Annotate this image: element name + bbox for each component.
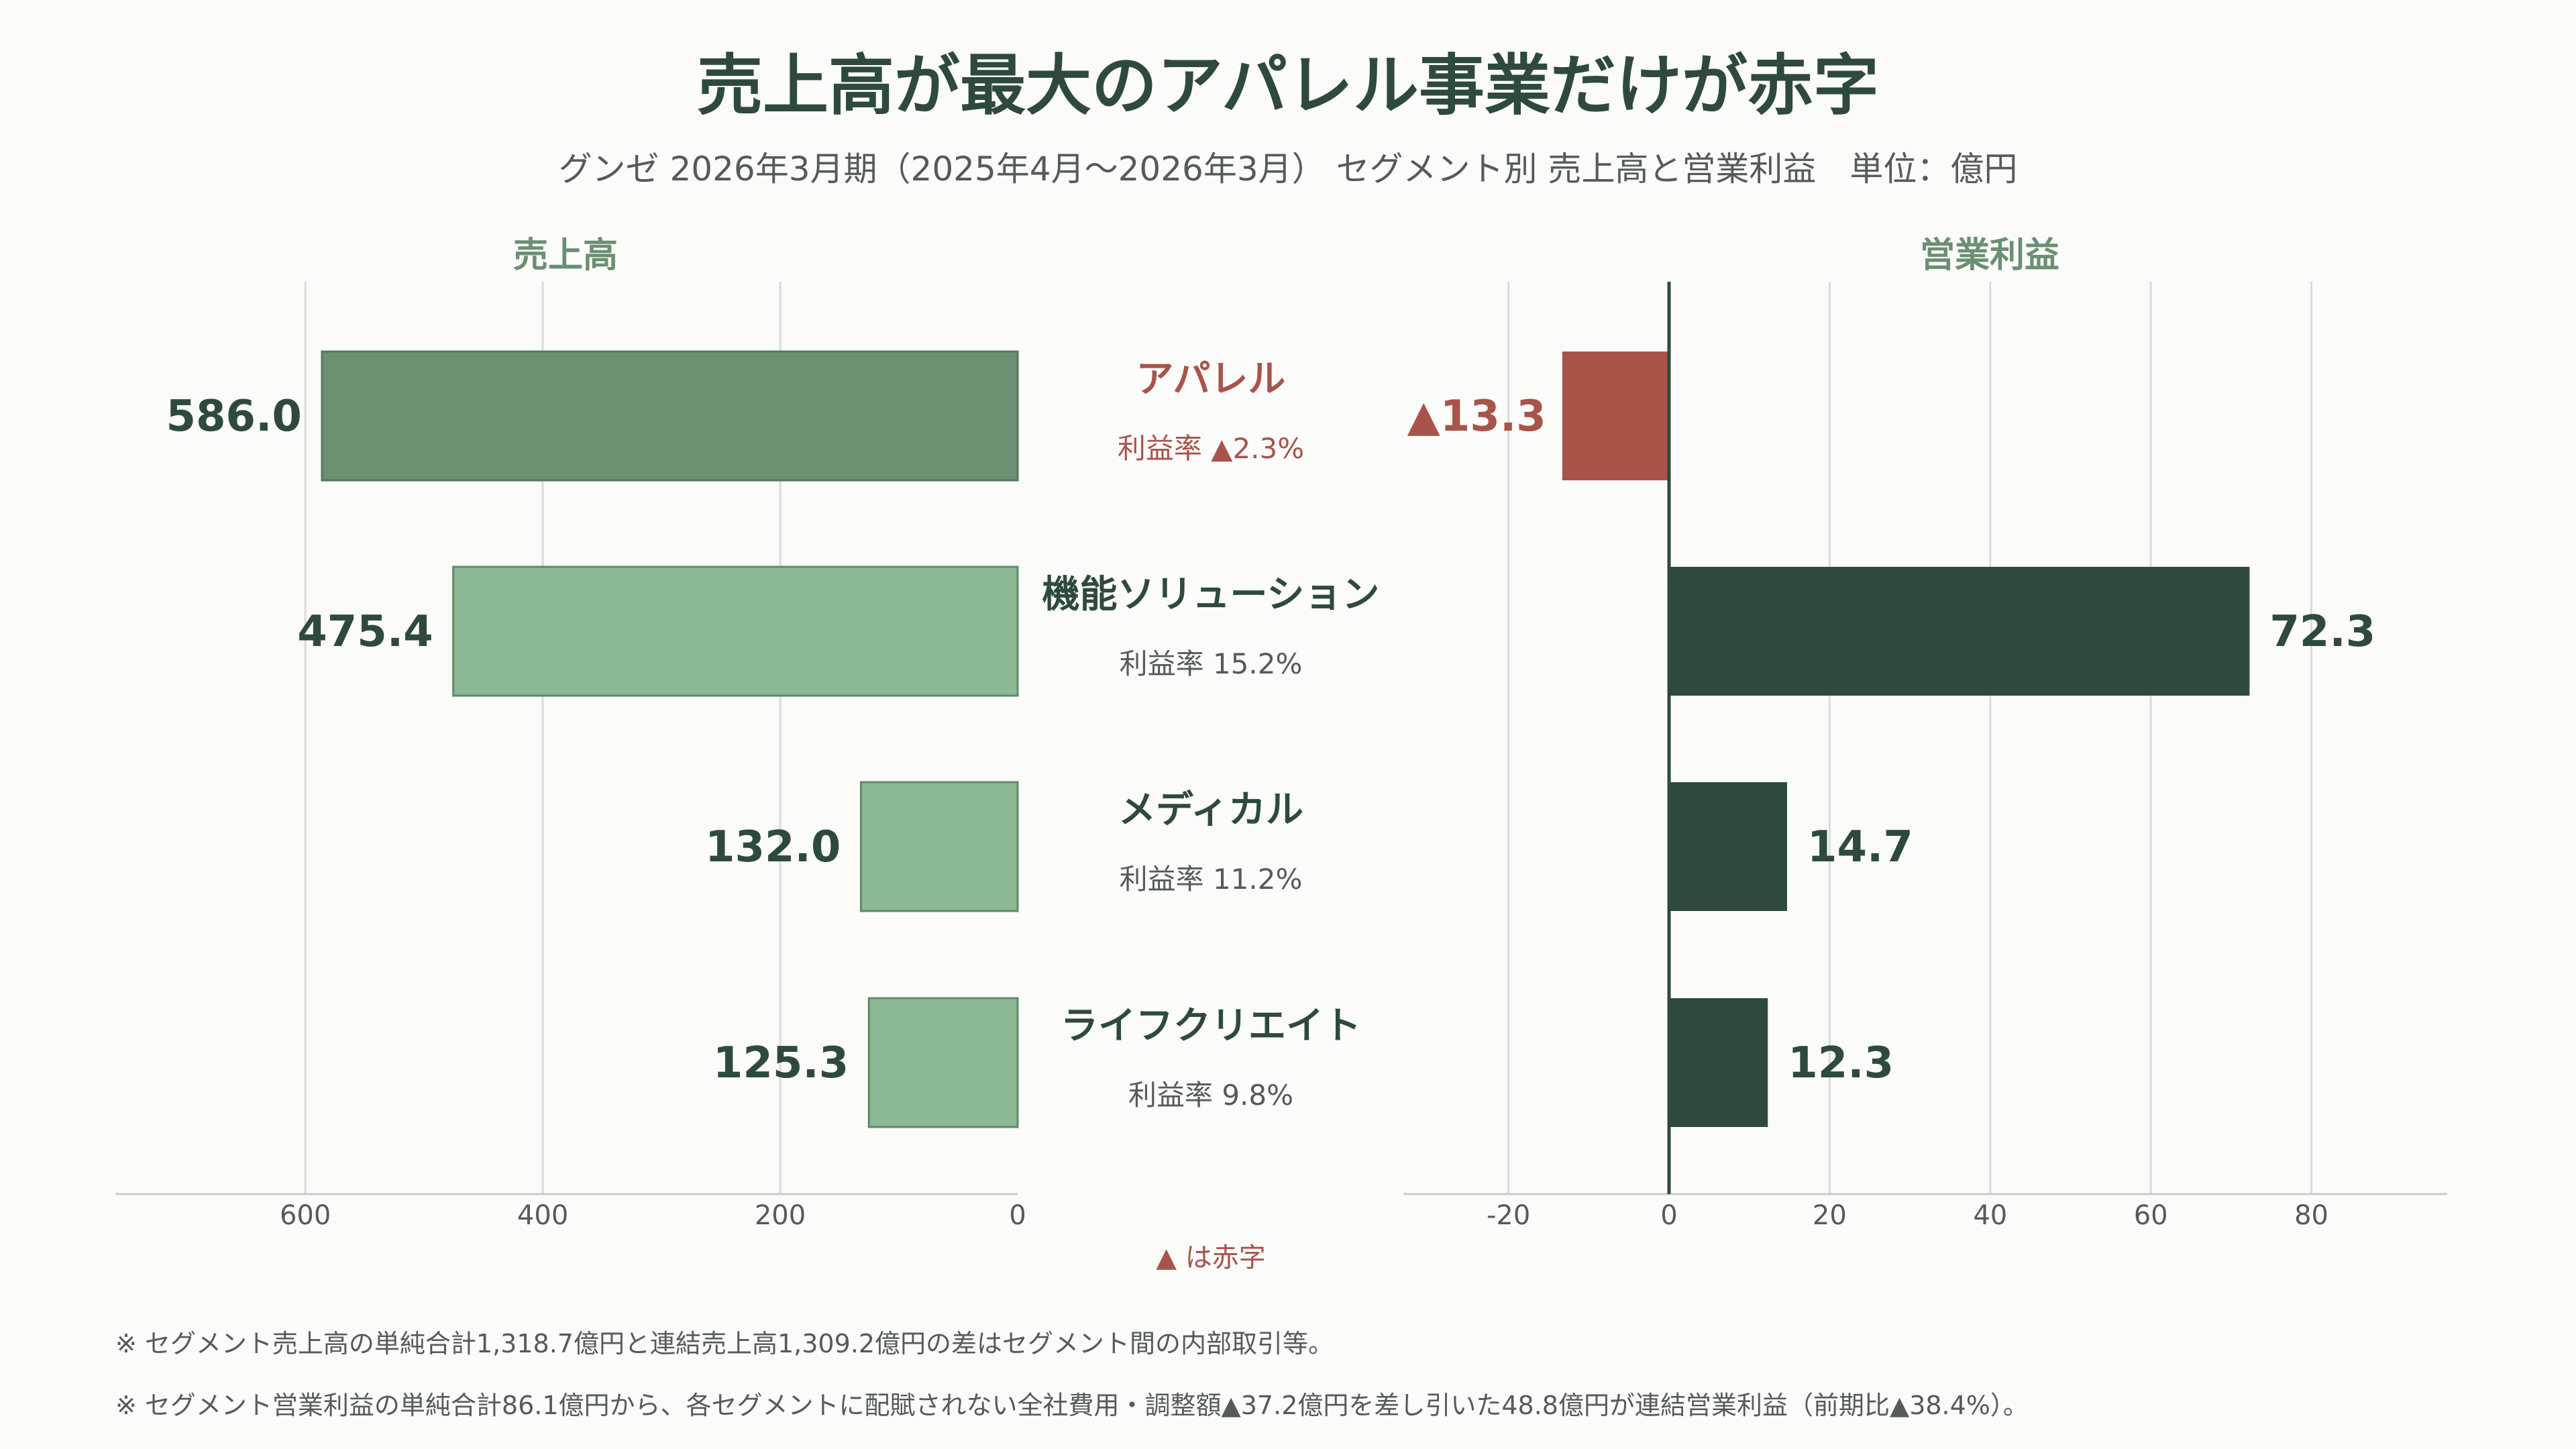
profit-value-label: 12.3 bbox=[1788, 1038, 1894, 1088]
sales-bar bbox=[452, 566, 1019, 697]
segment-name-label: メディカル bbox=[1118, 788, 1303, 832]
sales-tick-label: 600 bbox=[280, 1200, 331, 1231]
sales-value-label: 132.0 bbox=[705, 822, 841, 872]
profit-tick-label: 40 bbox=[1973, 1200, 2007, 1231]
footnote-sales: ※ セグメント売上高の単純合計1,318.7億円と連結売上高1,309.2億円の… bbox=[115, 1329, 1334, 1358]
profit-bar bbox=[1669, 998, 1768, 1127]
sales-tick-label: 200 bbox=[755, 1200, 806, 1231]
profit-panel-title: 営業利益 bbox=[1920, 235, 2059, 276]
sales-panel-title: 売上高 bbox=[513, 235, 618, 276]
profit-value-label: 72.3 bbox=[2269, 607, 2375, 657]
chart-title: 売上高が最大のアパレル事業だけが赤字 bbox=[696, 48, 1880, 124]
sales-bar bbox=[867, 997, 1019, 1128]
profit-value-label: ▲13.3 bbox=[1407, 392, 1546, 441]
sales-bar bbox=[859, 781, 1019, 912]
loss-legend-note: ▲ は赤字 bbox=[1156, 1242, 1265, 1273]
sales-tick-label: 400 bbox=[517, 1200, 568, 1231]
profit-tick-label: -20 bbox=[1487, 1200, 1530, 1231]
profit-tick-label: 0 bbox=[1660, 1200, 1677, 1231]
profit-tick-label: 80 bbox=[2294, 1200, 2328, 1231]
segment-name-label: 機能ソリューション bbox=[1042, 573, 1380, 616]
sales-tick-label: 0 bbox=[1009, 1200, 1026, 1231]
profit-bar bbox=[1669, 567, 2250, 696]
profit-bar bbox=[1562, 352, 1669, 480]
sales-value-label: 125.3 bbox=[713, 1038, 849, 1088]
profit-tick-label: 20 bbox=[1813, 1200, 1847, 1231]
footnote-profit: ※ セグメント営業利益の単純合計86.1億円から、各セグメントに配賦されない全社… bbox=[115, 1391, 2029, 1420]
profit-bar bbox=[1669, 782, 1787, 911]
sales-value-label: 475.4 bbox=[297, 607, 433, 657]
segment-margin-label: 利益率 11.2% bbox=[1120, 863, 1303, 896]
profit-tick-label: 60 bbox=[2134, 1200, 2168, 1231]
chart-subtitle: グンゼ 2026年3月期（2025年4月〜2026年3月） セグメント別 売上高… bbox=[558, 150, 2018, 189]
profit-value-label: 14.7 bbox=[1807, 822, 1913, 872]
sales-bar bbox=[321, 350, 1019, 482]
segment-margin-label: 利益率 ▲2.3% bbox=[1118, 432, 1304, 465]
segment-name-label: ライフクリエイト bbox=[1061, 1004, 1361, 1048]
segment-margin-label: 利益率 9.8% bbox=[1128, 1079, 1293, 1112]
segment-margin-label: 利益率 15.2% bbox=[1120, 647, 1303, 680]
sales-value-label: 586.0 bbox=[166, 392, 301, 441]
segment-name-label: アパレル bbox=[1136, 358, 1286, 401]
